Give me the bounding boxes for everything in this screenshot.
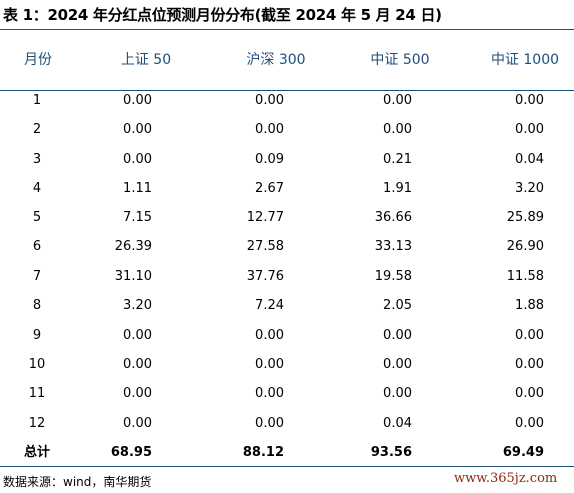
cell-month: 11	[28, 386, 46, 401]
table-row: 3 0.00 0.09 0.21 0.04	[0, 151, 574, 169]
cell-csi1000: 1.88	[515, 298, 544, 313]
cell-csi500: 19.58	[374, 269, 412, 284]
cell-sse50: 26.39	[114, 239, 152, 254]
cell-total-csi1000: 69.49	[502, 445, 544, 460]
cell-csi1000: 26.90	[506, 239, 544, 254]
header-csi1000: 中证 1000	[490, 52, 560, 68]
table-row: 12 0.00 0.00 0.04 0.00	[0, 415, 574, 433]
cell-csi1000: 25.89	[506, 210, 544, 225]
cell-csi1000: 0.00	[515, 357, 544, 372]
table-bottom-rule	[0, 466, 574, 467]
cell-month: 1	[32, 93, 42, 108]
table-row: 1 0.00 0.00 0.00 0.00	[0, 92, 574, 110]
table-title: 表 1：2024 年分红点位预测月份分布(截至 2024 年 5 月 24 日)	[3, 6, 442, 24]
cell-total-csi300: 88.12	[242, 445, 284, 460]
table-row: 6 26.39 27.58 33.13 26.90	[0, 238, 574, 256]
cell-month: 3	[32, 152, 42, 167]
cell-csi300: 12.77	[246, 210, 284, 225]
table-row: 11 0.00 0.00 0.00 0.00	[0, 385, 574, 403]
cell-csi1000: 0.00	[515, 93, 544, 108]
table-header-row: 月份 上证 50 沪深 300 中证 500 中证 1000	[0, 48, 574, 72]
cell-sse50: 0.00	[123, 357, 152, 372]
cell-csi1000: 3.20	[515, 181, 544, 196]
cell-month: 4	[32, 181, 42, 196]
cell-csi1000: 0.00	[515, 328, 544, 343]
cell-csi300: 0.00	[255, 357, 284, 372]
cell-csi500: 0.00	[383, 93, 412, 108]
cell-month: 7	[32, 269, 42, 284]
cell-sse50: 0.00	[123, 152, 152, 167]
table-row: 4 1.11 2.67 1.91 3.20	[0, 180, 574, 198]
cell-month: 2	[32, 122, 42, 137]
cell-sse50: 0.00	[123, 416, 152, 431]
cell-csi300: 7.24	[255, 298, 284, 313]
cell-sse50: 1.11	[123, 181, 152, 196]
cell-total-label: 总计	[23, 445, 50, 460]
cell-sse50: 3.20	[123, 298, 152, 313]
header-csi500: 中证 500	[370, 52, 430, 68]
cell-csi300: 0.00	[255, 416, 284, 431]
cell-csi500: 1.91	[383, 181, 412, 196]
cell-csi1000: 0.04	[515, 152, 544, 167]
cell-csi500: 0.00	[383, 122, 412, 137]
cell-csi500: 0.04	[383, 416, 412, 431]
cell-csi300: 2.67	[255, 181, 284, 196]
cell-csi500: 0.00	[383, 357, 412, 372]
cell-csi500: 0.21	[383, 152, 412, 167]
cell-month: 9	[32, 328, 42, 343]
cell-sse50: 7.15	[123, 210, 152, 225]
table-row: 2 0.00 0.00 0.00 0.00	[0, 121, 574, 139]
cell-csi500: 0.00	[383, 386, 412, 401]
cell-csi300: 37.76	[246, 269, 284, 284]
cell-csi1000: 0.00	[515, 122, 544, 137]
cell-csi1000: 11.58	[506, 269, 544, 284]
cell-csi300: 0.00	[255, 122, 284, 137]
cell-csi500: 2.05	[383, 298, 412, 313]
cell-csi500: 36.66	[374, 210, 412, 225]
cell-month: 12	[28, 416, 46, 431]
cell-sse50: 0.00	[123, 328, 152, 343]
cell-month: 5	[32, 210, 42, 225]
cell-sse50: 0.00	[123, 122, 152, 137]
cell-csi300: 0.00	[255, 386, 284, 401]
cell-sse50: 0.00	[123, 93, 152, 108]
cell-csi300: 0.00	[255, 328, 284, 343]
cell-csi500: 33.13	[374, 239, 412, 254]
cell-month: 10	[28, 357, 46, 372]
cell-sse50: 0.00	[123, 386, 152, 401]
cell-sse50: 31.10	[114, 269, 152, 284]
header-month: 月份	[24, 52, 52, 68]
cell-month: 8	[32, 298, 42, 313]
table-row: 10 0.00 0.00 0.00 0.00	[0, 356, 574, 374]
table-row: 8 3.20 7.24 2.05 1.88	[0, 297, 574, 315]
table-row: 7 31.10 37.76 19.58 11.58	[0, 268, 574, 286]
cell-csi1000: 0.00	[515, 416, 544, 431]
table-row: 9 0.00 0.00 0.00 0.00	[0, 327, 574, 345]
cell-csi300: 27.58	[246, 239, 284, 254]
cell-total-sse50: 68.95	[110, 445, 152, 460]
cell-csi300: 0.09	[255, 152, 284, 167]
cell-month: 6	[32, 239, 42, 254]
cell-csi1000: 0.00	[515, 386, 544, 401]
table-top-rule	[0, 29, 574, 30]
cell-total-csi500: 93.56	[370, 445, 412, 460]
cell-csi300: 0.00	[255, 93, 284, 108]
header-csi300: 沪深 300	[246, 52, 306, 68]
table-row: 5 7.15 12.77 36.66 25.89	[0, 209, 574, 227]
header-sse50: 上证 50	[120, 52, 172, 68]
source-note: 数据来源：wind，南华期货	[3, 475, 152, 489]
table-total-row: 总计 68.95 88.12 93.56 69.49	[0, 444, 574, 462]
watermark: www.365jz.com	[454, 471, 558, 486]
table-header-rule	[0, 90, 574, 91]
cell-csi500: 0.00	[383, 328, 412, 343]
